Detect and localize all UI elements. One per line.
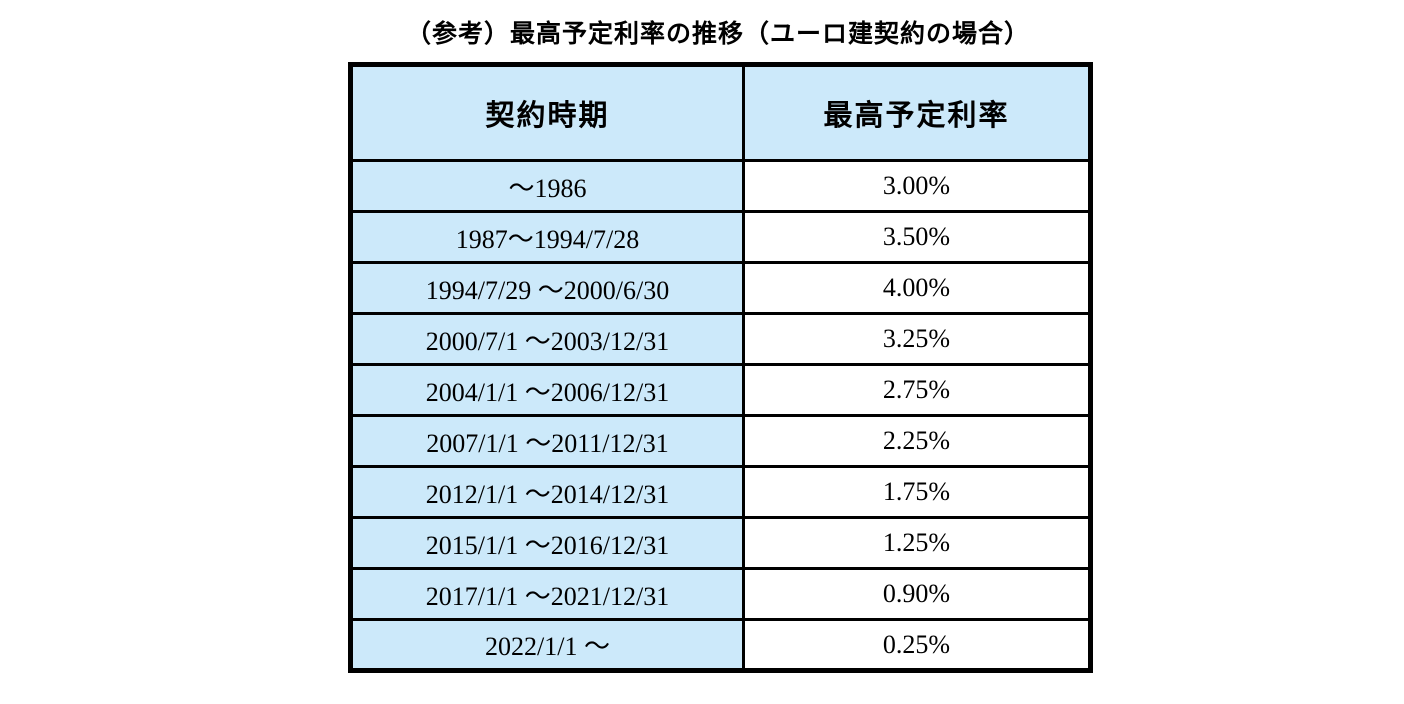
table-row: 2017/1/1 ～2021/12/31 0.90%: [349, 567, 1092, 621]
rate-cell: 2.25%: [742, 414, 1092, 468]
period-cell: 2022/1/1 ～: [349, 618, 745, 672]
rate-cell: 0.25%: [742, 618, 1092, 672]
column-header-rate: 最高予定利率: [742, 63, 1092, 162]
period-cell: 2012/1/1 ～2014/12/31: [349, 465, 745, 519]
table-row: 1987～1994/7/28 3.50%: [349, 210, 1092, 264]
rate-cell: 3.00%: [742, 159, 1092, 213]
rate-table: 契約時期 最高予定利率 ～1986 3.00% 1987～1994/7/28 3…: [348, 62, 1093, 673]
rate-cell: 0.90%: [742, 567, 1092, 621]
period-cell: ～1986: [349, 159, 745, 213]
period-cell: 2007/1/1 ～2011/12/31: [349, 414, 745, 468]
column-header-period: 契約時期: [349, 63, 745, 162]
period-cell: 2015/1/1 ～2016/12/31: [349, 516, 745, 570]
rate-cell: 2.75%: [742, 363, 1092, 417]
header-row: 契約時期 最高予定利率: [349, 63, 1092, 162]
rate-cell: 4.00%: [742, 261, 1092, 315]
period-cell: 2000/7/1 ～2003/12/31: [349, 312, 745, 366]
table-row: 2000/7/1 ～2003/12/31 3.25%: [349, 312, 1092, 366]
rate-cell: 3.50%: [742, 210, 1092, 264]
rate-history-figure: （参考）最高予定利率の推移（ユーロ建契約の場合） 契約時期 最高予定利率 ～19…: [348, 14, 1093, 673]
table-row: 2012/1/1 ～2014/12/31 1.75%: [349, 465, 1092, 519]
period-cell: 2017/1/1 ～2021/12/31: [349, 567, 745, 621]
rate-cell: 1.25%: [742, 516, 1092, 570]
table-row: 2022/1/1 ～ 0.25%: [349, 618, 1092, 672]
table-row: 2015/1/1 ～2016/12/31 1.25%: [349, 516, 1092, 570]
period-cell: 1987～1994/7/28: [349, 210, 745, 264]
period-cell: 2004/1/1 ～2006/12/31: [349, 363, 745, 417]
table-row: 1994/7/29 ～2000/6/30 4.00%: [349, 261, 1092, 315]
figure-title: （参考）最高予定利率の推移（ユーロ建契約の場合）: [405, 21, 1030, 48]
period-cell: 1994/7/29 ～2000/6/30: [349, 261, 745, 315]
table-row: 2004/1/1 ～2006/12/31 2.75%: [349, 363, 1092, 417]
table-row: ～1986 3.00%: [349, 159, 1092, 213]
table-row: 2007/1/1 ～2011/12/31 2.25%: [349, 414, 1092, 468]
rate-cell: 3.25%: [742, 312, 1092, 366]
rate-cell: 1.75%: [742, 465, 1092, 519]
